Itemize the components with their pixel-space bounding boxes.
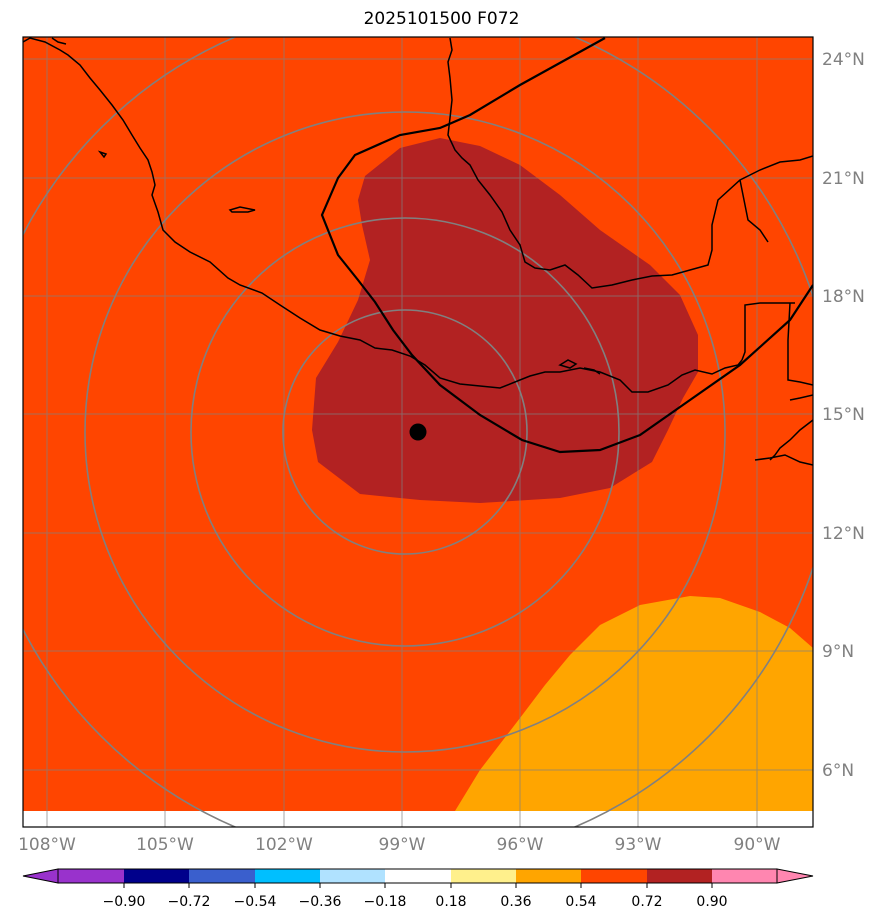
longitude-labels: 108°W 105°W 102°W 99°W 96°W 93°W 90°W: [18, 835, 781, 855]
colorbar-segment-2: [124, 869, 189, 883]
colorbar-segment-3: [189, 869, 255, 883]
colorbar-tick-7: 0.36: [500, 894, 531, 910]
colorbar-segment-7: [451, 869, 516, 883]
lat-label-15: 15°N: [822, 405, 865, 425]
colorbar-tick-1: −0.90: [103, 894, 146, 910]
range-ring-1: [282, 309, 528, 555]
colorbar-tick-9: 0.72: [631, 894, 662, 910]
colorbar-segment-8: [516, 869, 581, 883]
lat-label-12: 12°N: [822, 524, 865, 544]
lon-label-96: 96°W: [497, 835, 544, 855]
high-anomaly-region: [312, 138, 698, 503]
graticule: [23, 37, 813, 827]
lat-label-6: 6°N: [822, 761, 854, 781]
map-title: 2025101500 F072: [363, 9, 520, 29]
map-frame: [22, 36, 814, 828]
colorbar-frame: [57, 868, 778, 884]
colorbar-tick-6: 0.18: [435, 894, 466, 910]
range-ring-2: [190, 217, 620, 647]
missing-data-band: [23, 811, 813, 827]
colorbar-segment-9: [581, 869, 647, 883]
coastlines: [23, 37, 813, 466]
lon-label-105: 105°W: [136, 835, 194, 855]
colorbar-tick-10: 0.90: [696, 894, 727, 910]
map-panel: [23, 37, 813, 827]
lon-label-90: 90°W: [734, 835, 781, 855]
colorbar-segment-1: [58, 869, 124, 883]
colorbar-segment-10: [647, 869, 712, 883]
forecast-cone-outline: [320, 37, 813, 454]
colorbar-tick-2: −0.72: [168, 894, 211, 910]
range-rings: [23, 37, 813, 827]
colorbar-extend-low: [22, 868, 59, 884]
colorbar-segment-5: [320, 869, 385, 883]
lat-label-18: 18°N: [822, 287, 865, 307]
lon-label-102: 102°W: [255, 835, 313, 855]
lat-label-21: 21°N: [822, 169, 865, 189]
colorbar-segment-4: [255, 869, 320, 883]
lat-label-24: 24°N: [822, 50, 865, 70]
colorbar-tick-5: −0.18: [364, 894, 407, 910]
lat-label-9: 9°N: [822, 642, 854, 662]
colorbar: −0.90 −0.72 −0.54 −0.36 −0.18 0.18 0.36 …: [22, 868, 814, 910]
range-ring-3: [84, 111, 726, 753]
latitude-labels: 24°N 21°N 18°N 15°N 12°N 9°N 6°N: [822, 50, 865, 781]
colorbar-segment-6: [385, 869, 451, 883]
storm-center-marker: [409, 423, 427, 441]
colorbar-extend-high: [776, 868, 814, 884]
lon-label-99: 99°W: [379, 835, 426, 855]
low-anomaly-region: [455, 596, 813, 811]
colorbar-tick-4: −0.36: [299, 894, 342, 910]
colorbar-tick-3: −0.54: [234, 894, 277, 910]
colorbar-segment-11: [712, 869, 777, 883]
lon-label-108: 108°W: [18, 835, 76, 855]
colorbar-tick-8: 0.54: [565, 894, 596, 910]
lon-label-93: 93°W: [615, 835, 662, 855]
